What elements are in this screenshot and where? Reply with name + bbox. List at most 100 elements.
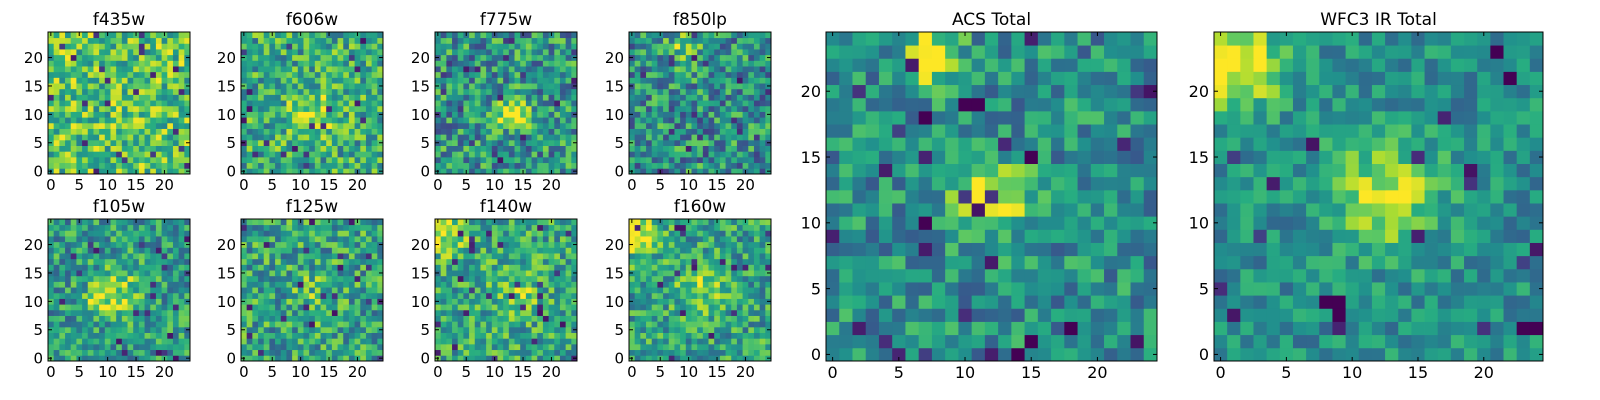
heatmap-cell [138,66,145,73]
heatmap-cell [348,94,355,101]
heatmap-cell [674,83,681,90]
heatmap-cell [537,343,544,351]
heatmap-cell [514,287,521,294]
heatmap-cell [354,54,361,61]
heatmap-cell [731,88,738,95]
heatmap-cell [241,309,248,316]
heatmap-cell [161,122,168,129]
heatmap-cell [53,258,60,265]
heatmap-cell [269,270,276,277]
heatmap-cell [320,343,327,351]
heatmap-cell [65,168,72,175]
heatmap-cell [303,264,310,271]
heatmap-cell [525,139,532,146]
heatmap-cell [133,162,140,169]
heatmap-cell [452,219,459,226]
heatmap-cell [452,49,459,56]
heatmap-cell [486,321,493,328]
heatmap-cell [303,168,310,175]
heatmap-cell [719,309,726,316]
heatmap-cell [150,105,157,112]
heatmap-cell [258,355,265,362]
heatmap-cell [337,83,344,90]
heatmap-cell [503,241,510,248]
heatmap-cell [491,224,498,231]
heatmap-cell [269,145,276,152]
heatmap-cell [70,71,77,78]
heatmap-cell [70,139,77,146]
heatmap-cell [144,43,151,50]
heatmap-cell [252,230,259,237]
heatmap-cell [303,128,310,135]
heatmap-cell [457,287,464,294]
heatmap-cell [133,309,140,316]
heatmap-cell [531,60,538,67]
heatmap-cell [714,326,721,333]
heatmap-cell [53,270,60,277]
heatmap-cell [548,338,555,345]
axes-frame [240,218,384,362]
heatmap-cell [742,162,749,169]
heatmap-cell [178,264,185,271]
heatmap-cell [53,122,60,129]
heatmap-cell [172,219,180,226]
heatmap-cell [457,236,464,243]
heatmap-cell [167,77,174,84]
heatmap-cell [377,281,384,288]
heatmap-cell [309,355,316,362]
heatmap-cell [629,117,636,124]
heatmap-cell [559,281,567,288]
heatmap-cell [121,151,128,158]
heatmap-cell [337,224,344,231]
heatmap-cell [508,230,515,237]
heatmap-cell [497,122,504,129]
heatmap-cell [629,287,636,294]
heatmap-cell [765,60,772,67]
heatmap-cell [680,355,687,362]
heatmap-cell [753,151,761,158]
heatmap-cell [82,54,89,61]
heatmap-cell [320,94,327,101]
heatmap-cell [685,94,692,101]
heatmap-cell [87,117,94,124]
heatmap-cell [161,100,168,107]
heatmap-cell [685,326,692,333]
heatmap-cell [263,54,270,61]
heatmap-cell [70,94,77,101]
heatmap-cell [65,156,72,164]
heatmap-cell [480,128,487,135]
heatmap-cell [286,71,293,78]
heatmap-cell [76,349,83,356]
heatmap-cell [360,117,367,124]
heatmap-cell [161,281,168,288]
heatmap-cell [258,219,265,226]
heatmap-cell [452,117,459,124]
heatmap-cell [520,241,527,248]
heatmap-cell [138,355,145,362]
heatmap-cell [76,88,83,95]
heatmap-cell [486,77,493,84]
heatmap-cell [646,338,653,345]
heatmap-cell [640,94,647,101]
x-tick-label: 5 [267,363,277,381]
heatmap-cell [548,162,555,169]
heatmap-cell [435,315,442,322]
heatmap-cell [646,151,653,158]
heatmap-cell [116,309,123,316]
heatmap-cell [246,162,253,169]
heatmap-cell [719,168,726,175]
heatmap-cell [508,287,515,294]
heatmap-cell [161,264,168,271]
heatmap-cell [469,145,476,152]
heatmap-cell [486,60,493,67]
heatmap-cell [286,49,293,56]
heatmap-cell [365,247,373,254]
heatmap-cell [697,343,704,351]
heatmap-cell [571,128,578,135]
heatmap-cell [731,60,738,67]
heatmap-cell [93,162,100,169]
heatmap-cell [514,247,521,254]
heatmap-cell [765,117,772,124]
heatmap-cell [753,71,761,78]
heatmap-cell [314,156,321,164]
